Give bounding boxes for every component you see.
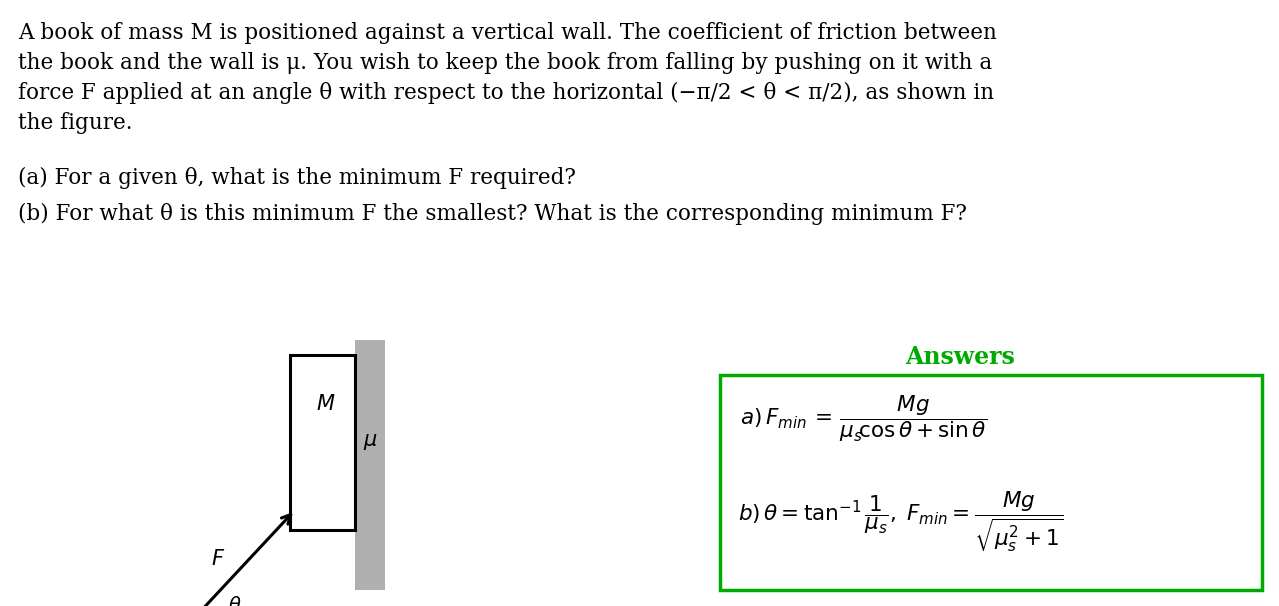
Text: $\mu$: $\mu$ (363, 433, 377, 453)
Bar (290, 355, 356, 530)
Text: force F applied at an angle θ with respect to the horizontal (−π/2 < θ < π/2), a: force F applied at an angle θ with respe… (18, 82, 994, 104)
Text: $a)\,F_{min}\,=\,\dfrac{Mg}{\mu_s\!\cos\theta+\sin\theta}$: $a)\,F_{min}\,=\,\dfrac{Mg}{\mu_s\!\cos\… (741, 393, 987, 444)
Text: (a) For a given θ, what is the minimum F required?: (a) For a given θ, what is the minimum F… (18, 167, 576, 189)
Bar (720, 375, 1262, 590)
Text: the figure.: the figure. (18, 112, 133, 134)
Text: Answers: Answers (906, 345, 1016, 369)
Bar (356, 340, 385, 590)
Text: (b) For what θ is this minimum F the smallest? What is the corresponding minimum: (b) For what θ is this minimum F the sma… (18, 203, 967, 225)
Text: $\theta$: $\theta$ (228, 596, 242, 606)
Text: $M$: $M$ (316, 394, 335, 414)
Text: the book and the wall is μ. You wish to keep the book from falling by pushing on: the book and the wall is μ. You wish to … (18, 52, 993, 74)
Text: $b)\,\theta=\tan^{-1}\dfrac{1}{\mu_s},\;F_{min}=\dfrac{Mg}{\sqrt{\mu_s^2+1}}$: $b)\,\theta=\tan^{-1}\dfrac{1}{\mu_s},\;… (738, 490, 1064, 554)
Text: $F$: $F$ (211, 549, 225, 569)
Text: A book of mass M is positioned against a vertical wall. The coefficient of frict: A book of mass M is positioned against a… (18, 22, 996, 44)
